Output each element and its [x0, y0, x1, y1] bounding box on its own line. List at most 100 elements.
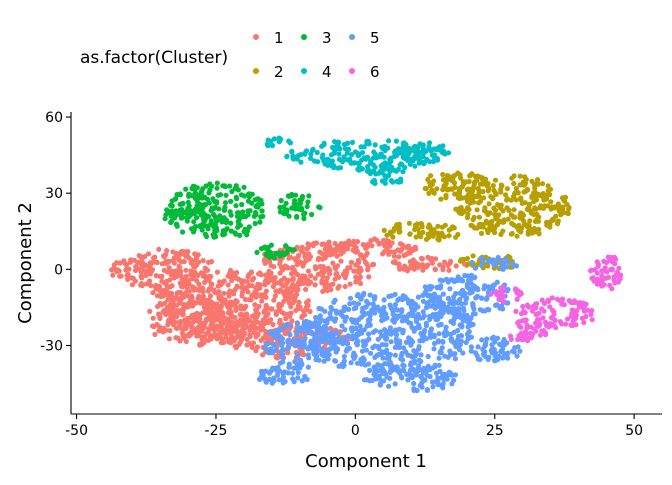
- legend: 1 2 3 4 5 6: [253, 29, 380, 81]
- data-point: [252, 197, 258, 203]
- data-point: [260, 213, 266, 219]
- data-point: [413, 246, 419, 252]
- data-point: [277, 279, 283, 285]
- legend-item-6: 6: [349, 63, 380, 81]
- data-point: [212, 332, 218, 338]
- data-point: [223, 301, 229, 307]
- data-point: [201, 322, 207, 328]
- data-point: [392, 260, 398, 266]
- data-point: [590, 275, 596, 281]
- data-point: [275, 328, 281, 334]
- data-point: [259, 298, 265, 304]
- data-point: [479, 295, 485, 301]
- data-point: [298, 357, 304, 363]
- data-point: [429, 187, 435, 193]
- data-point: [254, 314, 260, 320]
- data-point: [372, 328, 379, 334]
- legend-key: [349, 68, 355, 74]
- data-point: [446, 227, 452, 233]
- data-point: [233, 305, 239, 312]
- data-point: [338, 241, 344, 247]
- data-point: [506, 207, 512, 213]
- data-point: [412, 226, 418, 233]
- data-point: [407, 148, 413, 154]
- data-point: [305, 277, 311, 283]
- data-point: [440, 291, 446, 297]
- data-point: [167, 328, 173, 334]
- legend-label: 4: [322, 63, 332, 81]
- data-point: [125, 276, 131, 282]
- data-point: [363, 347, 369, 353]
- data-point: [237, 312, 243, 318]
- data-point: [269, 276, 275, 282]
- data-point: [217, 279, 223, 285]
- data-point: [341, 358, 347, 364]
- data-point: [242, 323, 248, 329]
- data-point: [266, 376, 272, 382]
- data-point: [293, 337, 299, 343]
- data-point: [146, 278, 153, 284]
- data-point: [381, 349, 387, 356]
- data-point: [138, 281, 144, 287]
- data-point: [391, 253, 397, 259]
- data-point: [452, 351, 458, 357]
- data-point: [332, 297, 338, 303]
- data-point: [241, 184, 247, 190]
- data-point: [500, 355, 506, 361]
- data-point: [294, 214, 300, 220]
- data-point: [271, 297, 277, 303]
- data-point: [274, 372, 281, 378]
- data-point: [376, 170, 382, 176]
- data-point: [489, 219, 495, 225]
- data-point: [363, 304, 369, 310]
- data-point: [244, 313, 250, 319]
- data-point: [234, 283, 240, 289]
- data-point: [353, 318, 359, 324]
- data-point: [191, 219, 197, 225]
- data-point: [370, 168, 377, 174]
- data-point: [313, 266, 319, 272]
- data-point: [252, 302, 258, 308]
- data-point: [174, 223, 180, 229]
- data-point: [374, 237, 380, 244]
- data-point: [291, 247, 297, 253]
- data-point: [430, 233, 436, 239]
- data-point: [425, 353, 431, 360]
- data-point: [277, 287, 283, 293]
- data-point: [341, 362, 347, 368]
- data-point: [228, 198, 234, 204]
- data-point: [412, 222, 418, 228]
- data-point: [237, 339, 243, 346]
- data-point: [218, 304, 224, 311]
- data-point: [194, 185, 200, 191]
- data-point: [400, 330, 406, 336]
- data-point: [507, 333, 514, 339]
- data-point: [322, 255, 328, 261]
- data-point: [326, 347, 332, 353]
- data-point: [193, 255, 200, 261]
- series-4: [264, 135, 452, 186]
- data-point: [429, 152, 435, 158]
- data-point: [369, 243, 375, 249]
- data-point: [399, 246, 405, 252]
- data-point: [351, 306, 357, 312]
- y-ticks: -30 0 30 60: [40, 110, 71, 354]
- data-point: [321, 326, 328, 332]
- data-point: [183, 186, 189, 192]
- data-point: [433, 316, 439, 323]
- data-point: [402, 149, 409, 155]
- data-point: [513, 308, 519, 314]
- data-point: [611, 276, 617, 283]
- data-point: [401, 314, 407, 320]
- data-point: [319, 251, 325, 257]
- data-point: [499, 343, 506, 349]
- data-point: [384, 245, 390, 251]
- data-point: [245, 212, 251, 218]
- data-point: [190, 284, 196, 290]
- data-point: [438, 283, 444, 289]
- data-point: [176, 257, 182, 263]
- data-point: [500, 228, 506, 234]
- data-point: [411, 300, 417, 306]
- data-point: [188, 296, 194, 302]
- data-point: [318, 316, 324, 323]
